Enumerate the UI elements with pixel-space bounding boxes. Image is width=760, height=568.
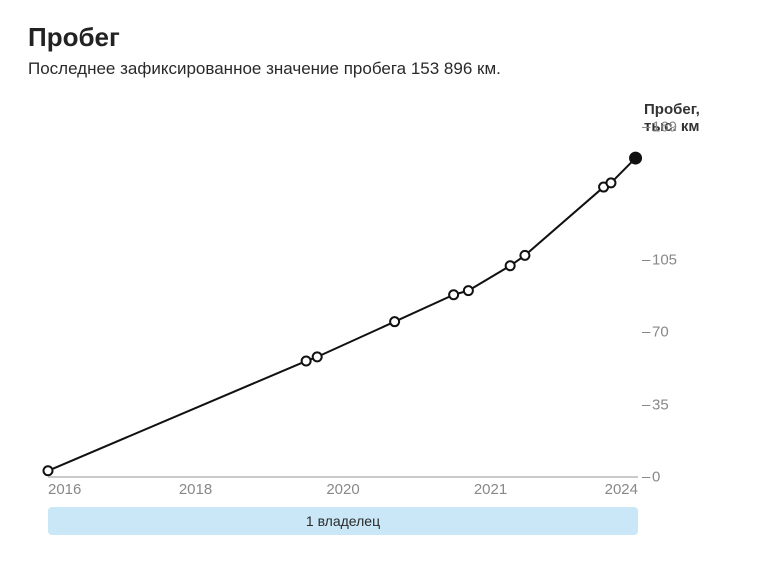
page-subtitle: Последнее зафиксированное значение пробе… <box>28 59 732 79</box>
y-tick: –35 <box>642 396 712 413</box>
y-tick: –169 <box>642 119 712 136</box>
mileage-chart: Пробег, тыс. км –0–35–70–105–16920162018… <box>28 89 732 529</box>
owner-bar: 1 владелец <box>48 507 638 535</box>
x-tick: 2024 <box>605 481 638 498</box>
page-title: Пробег <box>28 22 732 53</box>
owner-bar-label: 1 владелец <box>306 513 380 529</box>
x-tick: 2018 <box>179 481 212 498</box>
y-tick: –0 <box>642 469 712 486</box>
y-tick: –70 <box>642 324 712 341</box>
x-tick: 2020 <box>326 481 359 498</box>
y-tick: –105 <box>642 251 712 268</box>
x-tick: 2016 <box>48 481 81 498</box>
chart-svg <box>28 89 732 529</box>
x-tick: 2021 <box>474 481 507 498</box>
